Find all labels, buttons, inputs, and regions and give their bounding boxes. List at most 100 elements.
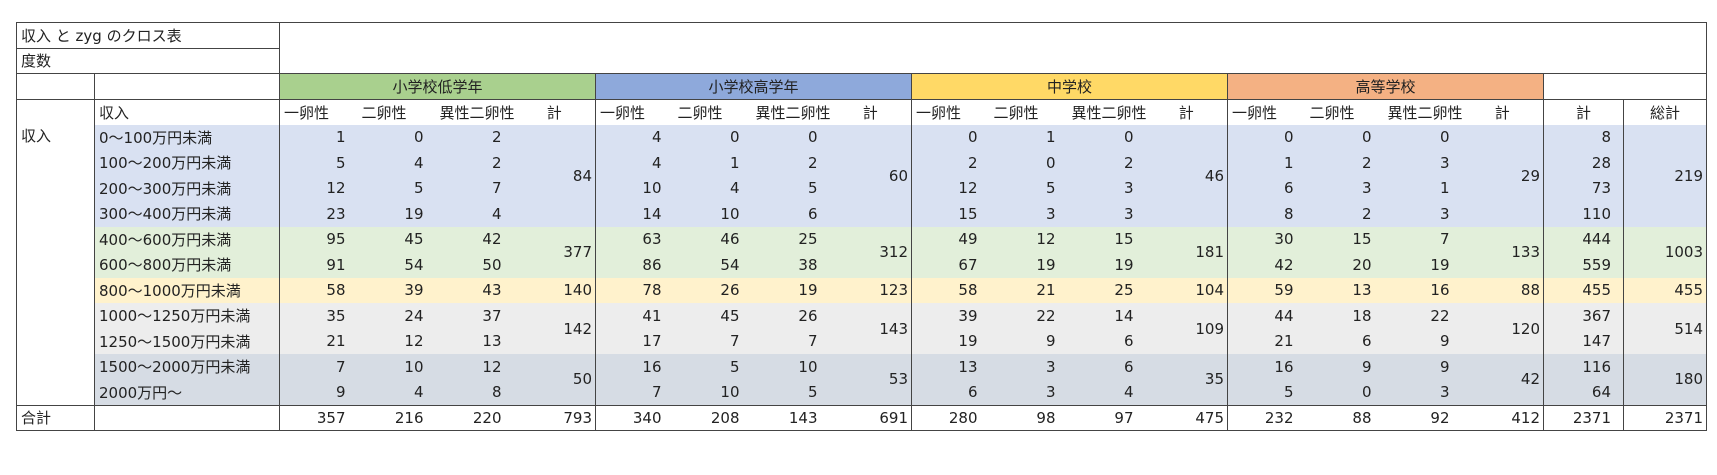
cell-value: 14	[595, 201, 674, 227]
sub-header: 計	[1145, 99, 1229, 125]
cell-value: 9	[279, 379, 358, 405]
row-var-label	[16, 354, 95, 380]
cell-value: 16	[595, 354, 674, 380]
cell-value: 3	[1383, 150, 1462, 176]
band-subtotal: 88	[1461, 277, 1545, 303]
table-title: 収入 と zyg のクロス表	[15, 22, 281, 49]
cell-value: 63	[595, 226, 674, 252]
band-subtotal: 377	[513, 226, 597, 278]
table-row: 1500～2000万円未満 7 10 12 50 16 5 10 53 13 3 6 35 16 9 9 42 1…	[16, 354, 1708, 405]
cell-value: 15	[1067, 226, 1146, 252]
cell-value: 42	[1227, 252, 1306, 278]
cell-value: 1	[279, 124, 358, 150]
cell-value: 19	[1383, 252, 1462, 278]
band-grand-total: 180	[1623, 354, 1708, 405]
cell-value: 5	[751, 175, 830, 201]
cell-value: 43	[435, 277, 514, 303]
cell-value: 19	[911, 328, 990, 354]
sub-header: 異性二卵性	[1387, 103, 1462, 122]
cell-value: 6	[1227, 175, 1306, 201]
band-subtotal: 120	[1461, 303, 1545, 354]
cell-value: 9	[1305, 354, 1384, 380]
cell-value: 26	[751, 303, 830, 329]
table-row: 100～200万円未満 5 4 2 4 1 2 2 0 2 1 2 3 28	[16, 150, 1707, 176]
band-subtotal: 123	[829, 277, 913, 303]
cell-value: 39	[911, 303, 990, 329]
sub-header: 計	[513, 99, 597, 125]
cell-value: 9	[1383, 328, 1462, 354]
row-var-label	[16, 277, 95, 303]
cell-value: 13	[911, 354, 990, 380]
table-row: 2000万円～ 9 4 8 7 10 5 6 3 4 5 0 3 64	[16, 379, 1707, 405]
cell-value: 12	[279, 175, 358, 201]
row-label: 300～400万円未満	[93, 201, 281, 227]
total-value: 216	[357, 404, 436, 431]
column-label: 収入	[93, 99, 281, 125]
cell-value: 6	[1305, 328, 1384, 354]
cell-value: 17	[595, 328, 674, 354]
cell-value: 49	[911, 226, 990, 252]
band-subtotal: 46	[1145, 124, 1229, 227]
cell-value: 8	[435, 379, 514, 405]
sub-header: 二卵性	[677, 103, 723, 122]
cell-value: 10	[357, 354, 436, 380]
group-header: 小学校低学年	[279, 73, 597, 100]
row-total: 147	[1543, 328, 1625, 354]
cell-value: 59	[1227, 277, 1306, 303]
cell-value: 10	[595, 175, 674, 201]
cell-value: 0	[751, 124, 830, 150]
group-header: 中学校	[911, 73, 1229, 100]
table-row: 200～300万円未満 12 5 7 10 4 5 12 5 3 6 3 1 73	[16, 175, 1707, 201]
cell-value: 6	[911, 379, 990, 405]
cell-value: 12	[357, 328, 436, 354]
cell-value: 0	[911, 124, 990, 150]
cell-value: 7	[435, 175, 514, 201]
row-total: 64	[1543, 379, 1625, 405]
cell-value: 7	[673, 328, 752, 354]
row-var-label	[16, 201, 95, 227]
row-total: 110	[1543, 201, 1625, 227]
cell-value: 7	[1383, 226, 1462, 252]
band-subtotal: 42	[1461, 354, 1545, 405]
cell-value: 24	[357, 303, 436, 329]
cell-value: 23	[279, 201, 358, 227]
total-value: 88	[1305, 404, 1384, 431]
sub-header: 一卵性	[911, 99, 990, 125]
total-value: 280	[911, 404, 990, 431]
cell-value: 0	[1305, 379, 1384, 405]
cell-value: 8	[1227, 201, 1306, 227]
cell-value: 0	[1227, 124, 1306, 150]
sub-header: 一卵性	[279, 99, 358, 125]
cell-value: 1	[989, 124, 1068, 150]
cell-value: 50	[435, 252, 514, 278]
cell-value: 3	[1305, 175, 1384, 201]
right-header: 計	[1543, 99, 1625, 125]
cell-value: 6	[1067, 328, 1146, 354]
total-row-total: 2371	[1543, 404, 1625, 431]
row-total: 455	[1543, 277, 1625, 303]
cell-value: 4	[357, 379, 436, 405]
cell-value: 21	[989, 277, 1068, 303]
cell-value: 22	[1383, 303, 1462, 329]
band-subtotal: 104	[1145, 277, 1229, 303]
cell-value: 2	[751, 150, 830, 176]
row-label: 0～100万円未満	[93, 124, 281, 150]
band-subtotal: 53	[829, 354, 913, 405]
row-label: 400～600万円未満	[93, 226, 281, 252]
totals-row: 合計 357 216 220 793 340 208 143 691 280 98 97 475 232 8…	[16, 404, 1708, 431]
cell-value: 20	[1305, 252, 1384, 278]
table-row: 1250～1500万円未満 21 12 13 17 7 7 19 9 6 21 6 9 147	[16, 328, 1707, 354]
table-row: 600～800万円未満 91 54 50 86 54 38 67 19 19 42 20 19 559	[16, 252, 1707, 278]
row-var-label: 収入	[16, 124, 95, 150]
total-value: 357	[279, 404, 358, 431]
table-row: 300～400万円未満 23 19 4 14 10 6 15 3 3 8 2 3 110	[16, 201, 1707, 227]
total-value: 97	[1067, 404, 1146, 431]
cell-value: 7	[751, 328, 830, 354]
row-var-label	[16, 175, 95, 201]
cell-value: 5	[751, 379, 830, 405]
total-value: 98	[989, 404, 1068, 431]
cell-value: 2	[911, 150, 990, 176]
cell-value: 13	[435, 328, 514, 354]
cell-value: 2	[1305, 150, 1384, 176]
band-subtotal: 142	[513, 303, 597, 354]
